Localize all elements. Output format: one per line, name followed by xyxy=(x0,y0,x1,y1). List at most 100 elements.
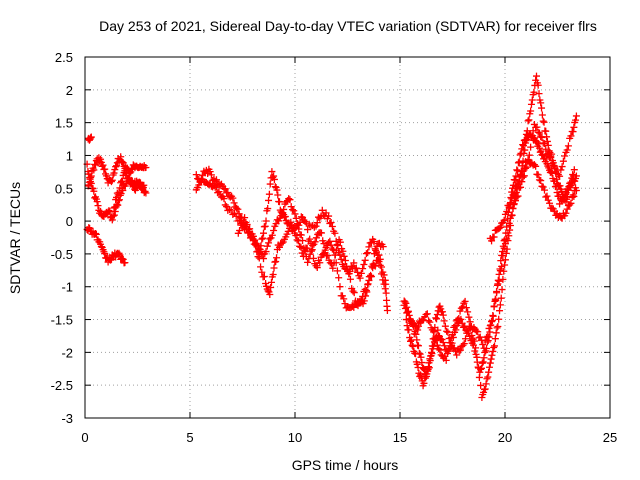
data-point xyxy=(538,182,546,190)
data-point xyxy=(271,183,279,191)
data-point xyxy=(534,128,542,136)
x-tick-label: 20 xyxy=(498,430,512,445)
data-point xyxy=(566,201,574,209)
data-point xyxy=(372,246,380,254)
data-point xyxy=(249,232,257,240)
data-point xyxy=(543,133,551,141)
data-point xyxy=(196,178,204,186)
data-point xyxy=(253,240,261,248)
data-point xyxy=(567,178,575,186)
data-point xyxy=(251,236,259,244)
data-point xyxy=(496,301,504,309)
data-point xyxy=(327,241,335,249)
data-point xyxy=(435,345,443,353)
data-point xyxy=(490,302,498,310)
data-point xyxy=(265,190,273,198)
data-point xyxy=(295,225,303,233)
data-point xyxy=(268,168,276,176)
data-point xyxy=(476,333,484,341)
plot-frame xyxy=(84,56,611,419)
data-point xyxy=(572,186,580,194)
data-point xyxy=(462,335,470,343)
data-point xyxy=(490,344,498,352)
data-point xyxy=(230,199,238,207)
data-point xyxy=(539,117,547,125)
data-point xyxy=(272,258,280,266)
data-point xyxy=(567,132,575,140)
data-point xyxy=(345,270,353,278)
data-point xyxy=(304,258,312,266)
data-point xyxy=(432,314,440,322)
data-point xyxy=(501,240,509,248)
data-point xyxy=(478,394,486,402)
data-point xyxy=(258,268,266,276)
data-point xyxy=(556,182,564,190)
data-point xyxy=(241,214,249,222)
data-point xyxy=(474,328,482,336)
data-point xyxy=(539,183,547,191)
data-point xyxy=(269,270,277,278)
y-tick-label: -0.5 xyxy=(51,247,73,262)
data-point xyxy=(287,203,295,211)
data-point xyxy=(352,264,360,272)
x-tick-labels: 0 5 10 15 20 25 xyxy=(81,430,617,445)
data-point xyxy=(512,197,519,205)
data-point xyxy=(414,363,422,371)
data-point xyxy=(435,332,443,340)
data-point xyxy=(569,172,577,180)
data-point xyxy=(569,128,577,136)
data-point xyxy=(479,358,487,366)
y-tick-label: -2.5 xyxy=(51,378,73,393)
data-point xyxy=(426,318,434,326)
data-point xyxy=(542,127,550,135)
y-tick-label: 2 xyxy=(66,83,73,98)
data-point xyxy=(559,157,567,165)
data-point xyxy=(266,291,274,299)
track-3 xyxy=(83,224,129,267)
data-point xyxy=(487,355,495,363)
data-point xyxy=(382,289,390,297)
data-point xyxy=(340,252,348,260)
data-point xyxy=(530,161,538,169)
y-tick-label: -2 xyxy=(61,345,73,360)
data-point xyxy=(522,139,530,147)
data-point xyxy=(523,127,531,135)
data-point xyxy=(519,167,527,175)
data-point xyxy=(513,183,521,191)
data-point xyxy=(206,168,214,176)
data-point xyxy=(532,162,540,170)
data-point xyxy=(439,311,447,319)
data-point xyxy=(362,250,370,258)
data-point xyxy=(404,308,412,316)
data-point xyxy=(108,176,116,184)
data-point xyxy=(417,371,425,379)
data-point xyxy=(483,333,491,341)
data-point xyxy=(330,259,338,267)
y-tick-label: -3 xyxy=(61,411,73,426)
data-point xyxy=(554,171,562,179)
data-point xyxy=(306,250,314,258)
data-point xyxy=(351,297,359,305)
data-point xyxy=(440,317,448,325)
data-point xyxy=(446,339,454,347)
data-point xyxy=(439,339,447,347)
data-point xyxy=(229,194,237,202)
data-point xyxy=(278,239,286,247)
data-point xyxy=(533,72,540,80)
data-point xyxy=(473,353,481,361)
data-point xyxy=(491,295,499,303)
data-point xyxy=(280,205,288,213)
data-point xyxy=(336,238,344,246)
data-point xyxy=(346,275,354,283)
y-tick-label: 1.5 xyxy=(55,116,73,131)
data-point xyxy=(504,229,512,237)
data-point xyxy=(537,133,545,141)
data-point xyxy=(119,186,127,194)
data-point xyxy=(256,245,264,253)
data-point xyxy=(420,379,428,387)
data-point xyxy=(432,337,440,345)
data-point xyxy=(525,151,533,159)
data-point xyxy=(305,221,313,229)
data-point xyxy=(539,151,547,159)
data-point xyxy=(450,323,458,331)
